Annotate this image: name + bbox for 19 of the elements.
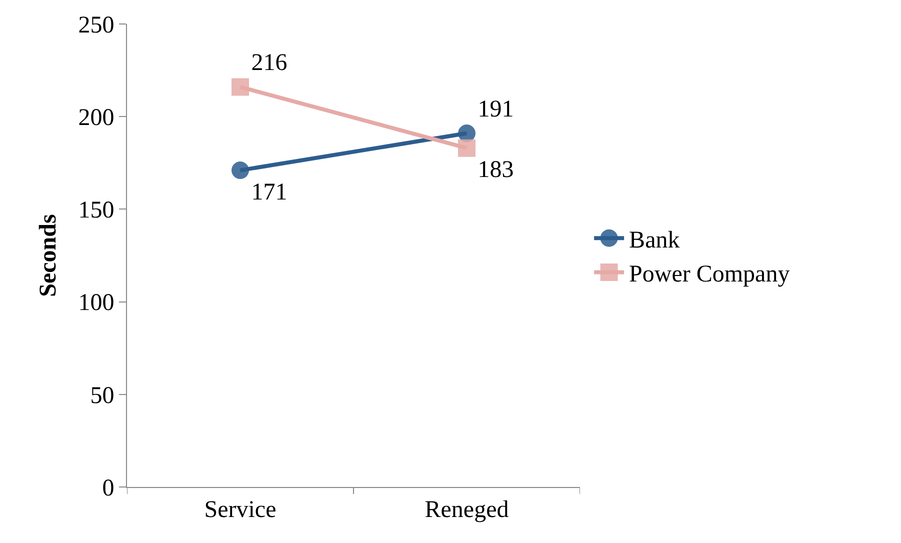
point <box>232 162 249 180</box>
y-tick-label: 0 <box>102 475 114 502</box>
data-label: 183 <box>478 157 514 184</box>
point <box>458 124 476 142</box>
point <box>232 78 249 96</box>
y-tick-label: 50 <box>90 382 114 409</box>
data-label: 171 <box>251 179 288 206</box>
legend-label: Power Company <box>629 262 790 288</box>
y-tick-label: 250 <box>78 12 114 38</box>
x-tick-label: Service <box>204 496 276 523</box>
legend-label: Bank <box>629 227 680 254</box>
x-tick-label: Reneged <box>424 496 509 523</box>
point <box>458 139 476 157</box>
data-label: 216 <box>251 50 288 76</box>
y-axis-title: Seconds <box>35 214 62 297</box>
y-tick-label: 100 <box>78 290 114 316</box>
y-tick-label: 200 <box>78 105 114 131</box>
y-tick-label: 150 <box>78 198 114 224</box>
data-label: 191 <box>478 96 514 122</box>
